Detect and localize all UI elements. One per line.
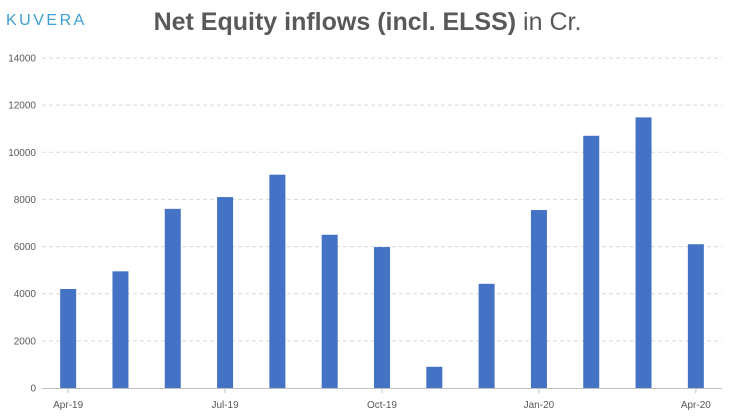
chart-title-suffix: in Cr. bbox=[516, 8, 582, 36]
kuvera-logo: KUVERA bbox=[6, 12, 87, 29]
x-tick-label: Apr-20 bbox=[681, 400, 711, 411]
bar bbox=[635, 117, 652, 389]
chart-title-bold: Net Equity inflows (incl. ELSS) bbox=[153, 8, 517, 36]
bar bbox=[112, 271, 129, 388]
bars bbox=[60, 117, 704, 389]
bar bbox=[583, 135, 600, 388]
y-axis-ticks: 0 2000 4000 6000 8000 10000 12000 14000 bbox=[8, 54, 36, 395]
x-tick-label: Jul-19 bbox=[211, 400, 239, 411]
x-tick-label: Apr-19 bbox=[53, 400, 83, 411]
y-tick-label: 10000 bbox=[8, 148, 36, 159]
y-tick-label: 2000 bbox=[14, 336, 37, 347]
y-tick-label: 14000 bbox=[8, 54, 36, 65]
y-tick-label: 8000 bbox=[14, 195, 37, 206]
bar bbox=[217, 197, 234, 388]
y-tick-label: 12000 bbox=[8, 101, 36, 112]
y-tick-label: 6000 bbox=[14, 242, 37, 253]
bar bbox=[60, 289, 77, 388]
y-tick-label: 4000 bbox=[14, 289, 37, 300]
x-tick-label: Jan-20 bbox=[524, 400, 555, 411]
bar bbox=[478, 283, 495, 388]
y-tick-label: 0 bbox=[30, 384, 36, 395]
bar bbox=[321, 234, 338, 388]
bar bbox=[374, 247, 390, 388]
x-axis-ticks: Apr-19 Jul-19 Oct-19 Jan-20 Apr-20 bbox=[53, 388, 711, 411]
bar bbox=[530, 210, 547, 388]
bar bbox=[426, 366, 443, 388]
x-tick-label: Oct-19 bbox=[367, 400, 397, 411]
chart-title: Net Equity inflows (incl. ELSS) in Cr. bbox=[0, 8, 735, 37]
bar bbox=[164, 208, 181, 388]
bar bbox=[687, 244, 704, 388]
bar bbox=[269, 174, 286, 388]
